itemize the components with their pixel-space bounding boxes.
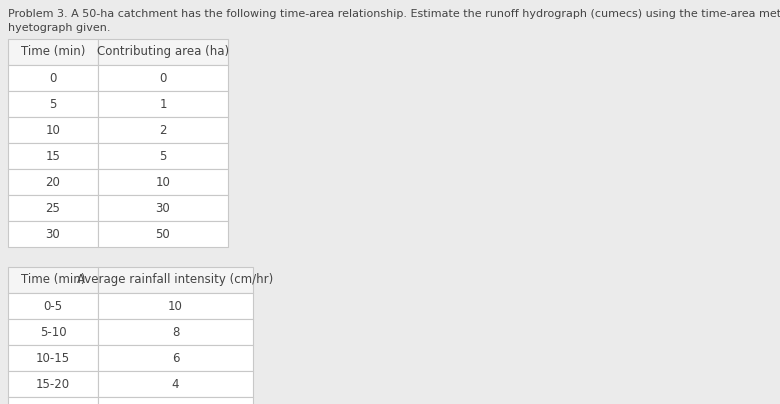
Text: Time (min): Time (min) (21, 274, 85, 286)
Bar (98, 39, 228, 65)
Bar (98, 267, 253, 293)
Bar (8, 65, 98, 91)
Bar (8, 169, 98, 195)
Bar (8, 293, 98, 319)
Text: 1: 1 (159, 97, 167, 111)
Text: 20: 20 (45, 175, 60, 189)
Text: 2: 2 (159, 124, 167, 137)
Bar (8, 397, 98, 404)
Bar (98, 169, 228, 195)
Text: 10: 10 (168, 299, 183, 313)
Bar (98, 293, 253, 319)
Text: 15-20: 15-20 (36, 377, 70, 391)
Text: 10: 10 (155, 175, 171, 189)
Bar (98, 117, 228, 143)
Bar (8, 91, 98, 117)
Bar (98, 397, 253, 404)
Bar (98, 143, 228, 169)
Text: 30: 30 (156, 202, 170, 215)
Bar (98, 345, 253, 371)
Bar (8, 345, 98, 371)
Bar (8, 371, 98, 397)
Bar (8, 195, 98, 221)
Bar (8, 39, 98, 65)
Text: Contributing area (ha): Contributing area (ha) (97, 46, 229, 59)
Bar (8, 267, 98, 293)
Bar (98, 195, 228, 221)
Bar (98, 319, 253, 345)
Text: 5: 5 (159, 149, 167, 162)
Bar (98, 221, 228, 247)
Bar (98, 65, 228, 91)
Text: 10-15: 10-15 (36, 351, 70, 364)
Bar (98, 371, 253, 397)
Text: hyetograph given.: hyetograph given. (8, 23, 111, 33)
Bar (98, 91, 228, 117)
Text: 0: 0 (49, 72, 57, 84)
Text: 15: 15 (45, 149, 60, 162)
Text: 0-5: 0-5 (44, 299, 62, 313)
Bar (8, 319, 98, 345)
Text: Problem 3. A 50-ha catchment has the following time-area relationship. Estimate : Problem 3. A 50-ha catchment has the fol… (8, 9, 780, 19)
Text: Time (min): Time (min) (21, 46, 85, 59)
Text: 10: 10 (45, 124, 60, 137)
Text: 5: 5 (49, 97, 57, 111)
Bar (8, 221, 98, 247)
Text: 30: 30 (45, 227, 60, 240)
Text: 5-10: 5-10 (40, 326, 66, 339)
Text: 6: 6 (172, 351, 179, 364)
Text: 4: 4 (172, 377, 179, 391)
Text: Average rainfall intensity (cm/hr): Average rainfall intensity (cm/hr) (77, 274, 274, 286)
Bar (8, 117, 98, 143)
Text: 25: 25 (45, 202, 60, 215)
Text: 8: 8 (172, 326, 179, 339)
Bar (8, 143, 98, 169)
Text: 50: 50 (156, 227, 170, 240)
Text: 0: 0 (159, 72, 167, 84)
